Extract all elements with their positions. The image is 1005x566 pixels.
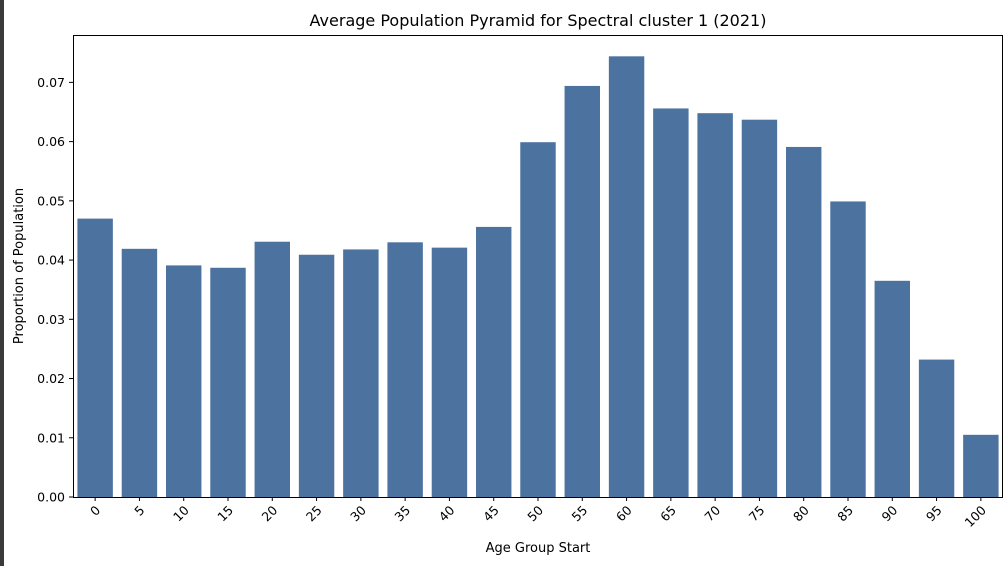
- x-tick-label-90: 90: [879, 502, 901, 524]
- x-tick-label-55: 55: [569, 503, 591, 525]
- bar-50: [520, 142, 556, 497]
- x-tick-label-30: 30: [347, 502, 369, 524]
- bar-45: [476, 226, 512, 497]
- x-tick-label-40: 40: [436, 502, 458, 524]
- y-tick-label-0.02: 0.02: [37, 371, 65, 386]
- x-tick-label-100: 100: [962, 502, 990, 530]
- bar-100: [963, 434, 999, 497]
- x-tick-label-5: 5: [131, 503, 147, 519]
- bar-10: [166, 265, 202, 497]
- x-tick-label-25: 25: [303, 503, 325, 525]
- bar-25: [298, 254, 335, 497]
- x-tick-label-0: 0: [87, 502, 103, 518]
- x-axis-label: Age Group Start: [486, 541, 591, 556]
- x-tick-label-20: 20: [259, 502, 281, 524]
- bar-65: [653, 108, 689, 497]
- bar-40: [431, 247, 468, 497]
- x-tick-label-50: 50: [524, 502, 546, 524]
- bar-75: [741, 119, 778, 497]
- bar-60: [608, 56, 645, 497]
- x-tick-label-35: 35: [391, 503, 413, 525]
- y-tick-label-0.03: 0.03: [37, 312, 65, 327]
- bar-5: [121, 248, 158, 497]
- bar-90: [874, 280, 910, 497]
- y-tick-label-0.01: 0.01: [37, 430, 65, 445]
- x-axis-ticks: 0 5 10 15 20 25 30 35 40 45 50 55 60 65 70 75 80 85 90 95 10…: [87, 497, 989, 530]
- x-tick-label-60: 60: [613, 502, 635, 524]
- y-tick-label-0.05: 0.05: [37, 193, 65, 208]
- x-tick-label-70: 70: [701, 502, 723, 524]
- y-tick-label-0.07: 0.07: [37, 75, 65, 90]
- x-tick-label-75: 75: [746, 503, 768, 525]
- bar-0: [77, 218, 113, 497]
- y-tick-label-0.06: 0.06: [37, 134, 65, 149]
- bar-15: [210, 267, 246, 497]
- bar-20: [254, 241, 290, 497]
- x-tick-label-45: 45: [480, 503, 502, 525]
- plot-frame: [73, 35, 1003, 498]
- chart-title: Average Population Pyramid for Spectral …: [310, 11, 767, 30]
- bar-55: [564, 85, 600, 497]
- bar-80: [786, 146, 822, 497]
- bars-group: [77, 56, 999, 497]
- bar-95: [918, 359, 955, 497]
- y-axis-label: Proportion of Population: [12, 188, 27, 344]
- x-tick-label-15: 15: [214, 503, 236, 525]
- y-axis-ticks: 0.00 0.01 0.02 0.03 0.04 0.05 0.06 0.07: [37, 75, 73, 505]
- bar-70: [697, 113, 733, 497]
- x-tick-label-80: 80: [790, 502, 812, 524]
- x-tick-label-95: 95: [923, 503, 945, 525]
- bar-30: [343, 249, 379, 497]
- x-tick-label-65: 65: [657, 503, 679, 525]
- bar-35: [387, 242, 423, 497]
- bar-85: [830, 201, 866, 497]
- x-tick-label-85: 85: [834, 503, 856, 525]
- x-tick-label-10: 10: [170, 502, 192, 524]
- y-tick-label-0.04: 0.04: [37, 253, 65, 268]
- window-edge: [0, 0, 4, 566]
- y-tick-label-0.00: 0.00: [37, 490, 65, 505]
